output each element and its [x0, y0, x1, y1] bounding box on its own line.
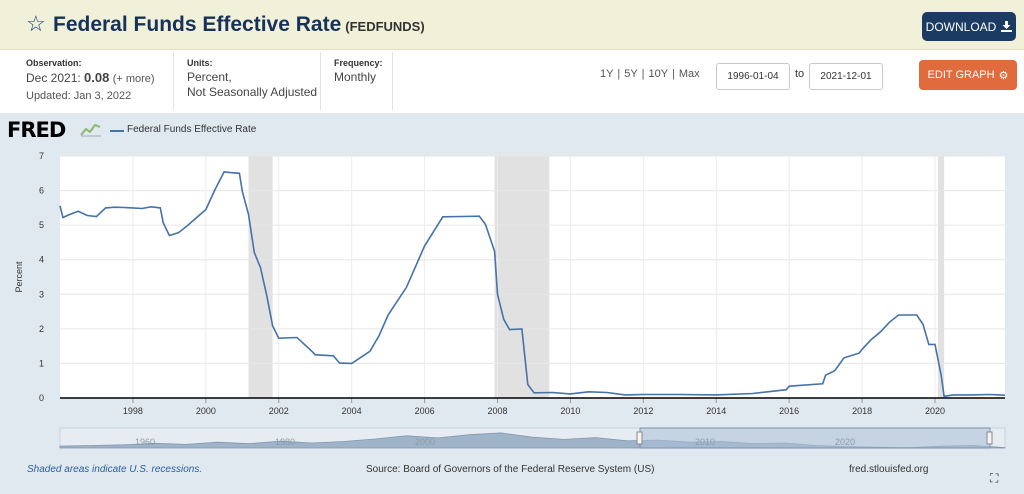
- frequency-label: Frequency:: [334, 58, 383, 68]
- updated-date: Updated: Jan 3, 2022: [26, 90, 132, 102]
- series-header: ☆ Federal Funds Effective Rate (FEDFUNDS)…: [0, 0, 1024, 50]
- frequency-value: Monthly: [334, 70, 377, 84]
- range-1y[interactable]: 1Y: [600, 68, 614, 80]
- navigator-year-label: 1960: [135, 437, 155, 447]
- x-tick-label: 2000: [196, 406, 216, 416]
- x-tick-label: 2012: [633, 406, 653, 416]
- observation-value-row: Dec 2021: 0.08 (+ more): [26, 70, 173, 87]
- legend-label: Federal Funds Effective Rate: [127, 124, 257, 135]
- y-tick-label: 5: [39, 220, 44, 230]
- observation-block: Observation: Dec 2021: 0.08 (+ more) Upd…: [26, 52, 174, 110]
- fred-logo: FRED: [7, 118, 66, 142]
- navigator-year-label: 2010: [695, 437, 715, 447]
- y-tick-label: 2: [39, 324, 44, 334]
- x-tick-label: 2002: [269, 406, 289, 416]
- site-link[interactable]: fred.stlouisfed.org: [849, 464, 929, 475]
- download-icon: [1001, 21, 1013, 32]
- navigator-year-label: 2000: [415, 437, 435, 447]
- series-id: (FEDFUNDS): [345, 19, 425, 34]
- gear-icon: ⚙: [998, 69, 1009, 82]
- recession-band: [248, 156, 273, 398]
- x-tick-label: 2014: [706, 406, 726, 416]
- x-tick-label: 2006: [415, 406, 435, 416]
- units-label: Units:: [187, 58, 213, 68]
- x-tick-label: 2018: [852, 406, 872, 416]
- line-chart[interactable]: 0 1 2 3 4 5 6 7 1998 2000 2002 2004 2006 2008 2010 2012…: [0, 140, 1024, 460]
- edit-graph-button[interactable]: EDIT GRAPH ⚙: [919, 60, 1017, 90]
- range-sep-2: |: [641, 68, 645, 80]
- range-max[interactable]: Max: [678, 68, 700, 80]
- start-date-input[interactable]: 1996-01-04: [716, 63, 790, 90]
- source-note[interactable]: Source: Board of Governors of the Federa…: [366, 464, 655, 475]
- download-button[interactable]: DOWNLOAD: [922, 12, 1016, 41]
- navigator-year-label: 1980: [275, 437, 295, 447]
- y-tick-label: 4: [39, 255, 44, 265]
- navigator-year-label: 2020: [835, 437, 855, 447]
- recession-band: [494, 156, 550, 398]
- y-tick-label: 1: [39, 358, 44, 368]
- fred-logo-graphic-icon: [80, 123, 101, 137]
- y-tick-label: 6: [39, 186, 44, 196]
- observation-more-link[interactable]: (+ more): [112, 73, 155, 85]
- observation-label: Observation:: [26, 58, 82, 68]
- legend-swatch: [110, 130, 124, 132]
- range-5y[interactable]: 5Y: [624, 68, 638, 80]
- navigator-handle-left: [636, 431, 643, 445]
- units-line1: Percent,: [187, 70, 232, 84]
- range-sep-3: |: [671, 68, 675, 80]
- frequency-block: Frequency: Monthly: [334, 52, 393, 110]
- units-block: Units: Percent, Not Seasonally Adjusted: [187, 52, 321, 110]
- range-selector: 1Y | 5Y | 10Y | Max: [600, 68, 700, 80]
- end-date-input[interactable]: 2021-12-01: [809, 63, 883, 90]
- edit-graph-label: EDIT GRAPH: [927, 69, 995, 81]
- observation-value: 0.08: [84, 70, 110, 85]
- series-line: [59, 171, 1006, 398]
- recession-band: [937, 156, 945, 398]
- recession-note: Shaded areas indicate U.S. recessions.: [27, 464, 203, 475]
- to-label: to: [795, 68, 805, 80]
- units-line2: Not Seasonally Adjusted: [187, 85, 318, 99]
- range-sep-1: |: [617, 68, 621, 80]
- series-title: Federal Funds Effective Rate (FEDFUNDS): [53, 13, 425, 37]
- x-tick-label: 2004: [342, 406, 362, 416]
- x-tick-label: 2008: [487, 406, 507, 416]
- x-tick-label: 1998: [123, 406, 143, 416]
- navigator-handle-right: [986, 431, 993, 445]
- x-tick-label: 2016: [779, 406, 799, 416]
- series-title-text: Federal Funds Effective Rate: [53, 13, 342, 36]
- x-tick-label: 2020: [925, 406, 945, 416]
- download-label: DOWNLOAD: [925, 19, 997, 34]
- range-10y[interactable]: 10Y: [648, 68, 668, 80]
- star-icon[interactable]: ☆: [26, 11, 46, 36]
- y-tick-label: 0: [39, 393, 44, 403]
- y-tick-label: 7: [39, 151, 44, 161]
- fullscreen-icon[interactable]: ⛶: [990, 471, 999, 485]
- y-axis-label: Percent: [14, 261, 24, 293]
- y-tick-label: 3: [39, 289, 44, 299]
- navigator-selection: [639, 427, 991, 449]
- x-tick-label: 2010: [560, 406, 580, 416]
- observation-date: Dec 2021:: [26, 71, 81, 85]
